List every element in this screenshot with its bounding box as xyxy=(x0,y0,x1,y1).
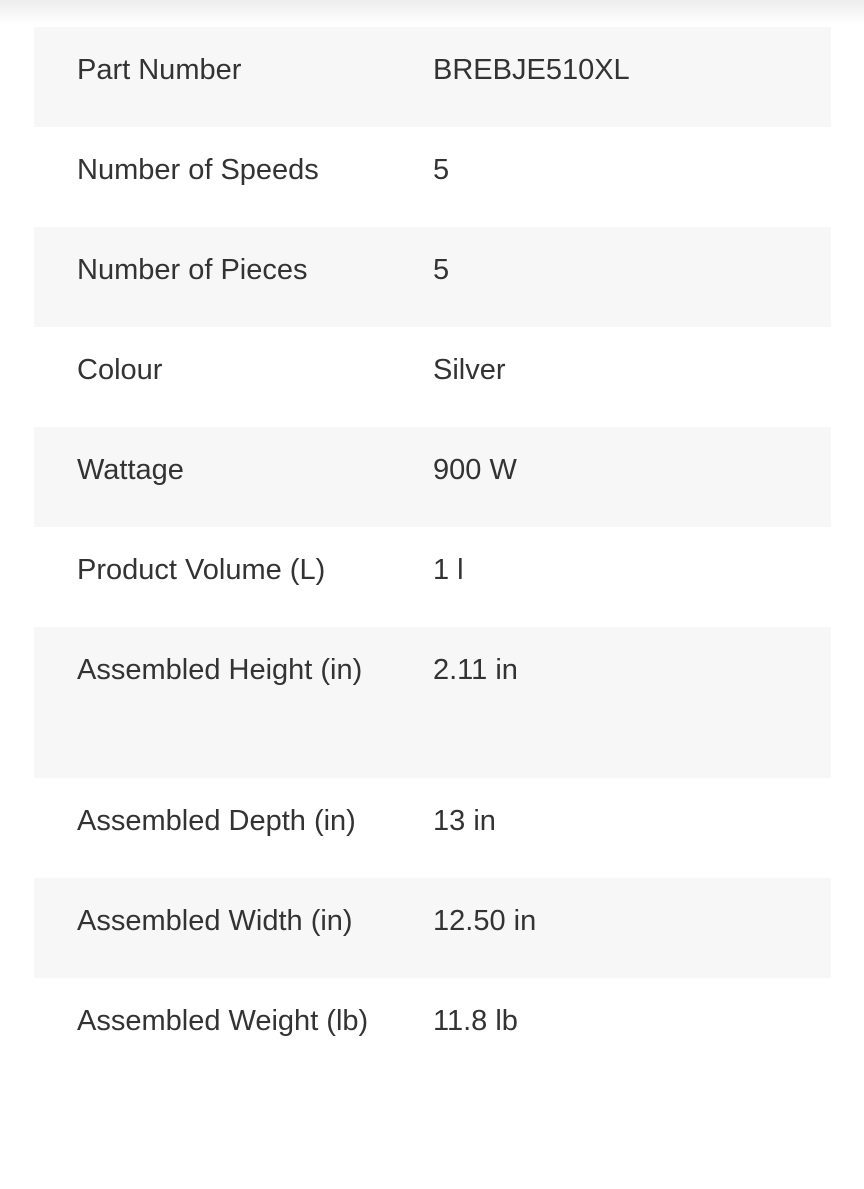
spec-label: Number of Pieces xyxy=(77,254,308,286)
spec-value: 13 in xyxy=(433,805,496,837)
spec-label: Colour xyxy=(77,354,163,386)
spec-row: Assembled Depth (in) 13 in xyxy=(34,778,831,878)
spec-row: Part Number BREBJE510XL xyxy=(34,27,831,127)
spec-value: 1 l xyxy=(433,554,464,586)
spec-label: Number of Speeds xyxy=(77,154,319,186)
spec-value: 2.11 in xyxy=(433,654,518,686)
spec-value: Silver xyxy=(433,354,506,386)
spec-row: Number of Pieces 5 xyxy=(34,227,831,327)
spec-row: Assembled Width (in) 12.50 in xyxy=(34,878,831,978)
spec-label: Product Volume (L) xyxy=(77,554,326,586)
spec-value: 11.8 lb xyxy=(433,1005,518,1037)
spec-label: Assembled Width (in) xyxy=(77,905,353,937)
spec-row: Product Volume (L) 1 l xyxy=(34,527,831,627)
spec-label: Assembled Weight (lb) xyxy=(77,1005,369,1037)
spec-value: 5 xyxy=(433,154,450,186)
spec-row: Assembled Weight (lb) 11.8 lb xyxy=(34,978,831,1129)
spec-label: Wattage xyxy=(77,454,184,486)
spec-row: Colour Silver xyxy=(34,327,831,427)
spec-value: 12.50 in xyxy=(433,905,537,937)
spec-value: 5 xyxy=(433,254,450,286)
spec-label: Assembled Height (in) xyxy=(77,654,363,686)
specifications-table: Part Number BREBJE510XL Number of Speeds 5 N… xyxy=(34,27,831,1129)
spec-label: Assembled Depth (in) xyxy=(77,805,356,837)
spec-value: BREBJE510XL xyxy=(433,54,630,86)
spec-value: 900 W xyxy=(433,454,517,486)
spec-row: Number of Speeds 5 xyxy=(34,127,831,227)
spec-row: Assembled Height (in) 2.11 in xyxy=(34,627,831,778)
spec-label: Part Number xyxy=(77,54,242,86)
spec-row: Wattage 900 W xyxy=(34,427,831,527)
top-shadow xyxy=(0,0,864,26)
